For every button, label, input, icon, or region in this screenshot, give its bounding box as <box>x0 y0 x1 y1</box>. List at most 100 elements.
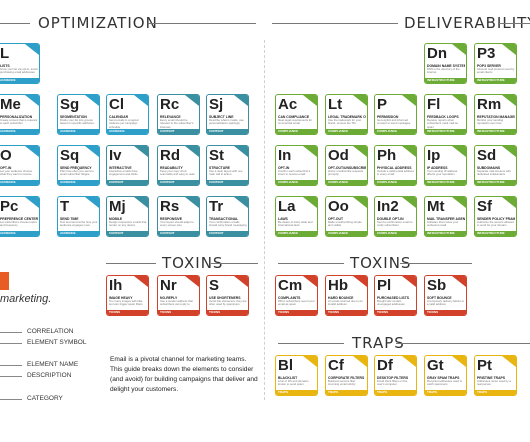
correlation-corner <box>452 276 466 287</box>
element-tile: Dn DOMAIN NAME SYSTEM DNS is the directory… <box>424 43 467 84</box>
element-symbol: Ih <box>109 277 123 294</box>
element-symbol: Mj <box>109 198 126 215</box>
element-tile: Od OPT-OUT/UNSUBSCRIBE Honor unsubscribe r… <box>325 145 368 186</box>
element-tile: Ac CAN COMPLIANCE Meet legal requirements … <box>275 94 318 135</box>
element-tile: Tr TRANSACTIONAL Your confirmation emails … <box>206 196 249 237</box>
element-category: TRAPS <box>326 390 367 395</box>
element-symbol: Ph <box>377 147 397 164</box>
correlation-corner <box>303 197 317 208</box>
toxins-left-rule-left <box>106 263 156 264</box>
element-description: Separate mail streams with dedicated sub… <box>477 170 511 177</box>
element-symbol: Dn <box>427 45 447 62</box>
element-name: IP ADDRESS <box>427 166 448 170</box>
element-symbol: Cl <box>109 96 124 113</box>
element-tile: Cf CORPORATE FILTERS Business servers filt… <box>325 355 368 396</box>
element-description: Every email should be relevant to the su… <box>160 119 194 129</box>
element-symbol: Gt <box>427 357 444 374</box>
element-symbol: T <box>60 198 70 215</box>
element-name: MAIL TRANSFER AGENT <box>427 217 465 221</box>
element-description: Your confirmation emails should carry br… <box>209 221 247 228</box>
element-category: COMPLIANCE <box>326 231 367 236</box>
element-symbol: Pt <box>477 357 492 374</box>
element-symbol: Hb <box>328 277 348 294</box>
element-category: INFRASTRUCTURE <box>475 129 516 134</box>
legend-line-category <box>0 399 22 400</box>
element-category: TOXINS <box>207 310 248 315</box>
element-symbol: Iv <box>109 147 122 164</box>
element-symbol: Sf <box>477 198 492 215</box>
correlation-corner <box>303 146 317 157</box>
element-name: MOBILE <box>109 217 123 221</box>
deliverability-rule-left <box>272 23 398 24</box>
element-description: Test and send at the time your audience … <box>60 221 98 228</box>
element-name: SOFT BOUNCE <box>427 296 452 300</box>
element-tile: Iv INTERACTIVE Interactive emails drive en… <box>106 145 149 186</box>
element-tile: Lt LEGAL TRADEMARK OWNERSHIPUse the trade… <box>325 94 368 135</box>
element-description: Email client filters on the user's compu… <box>377 380 408 387</box>
element-symbol: Me <box>0 96 21 113</box>
element-category: CONTENT <box>158 129 199 134</box>
element-tile: Nr NO-REPLY Use a sender address that subs… <box>157 275 200 316</box>
element-symbol: Rd <box>160 147 180 164</box>
element-name: OPT-IN <box>278 166 290 170</box>
element-symbol: Bl <box>278 357 293 374</box>
deliverability-heading: DELIVERABILITY <box>404 14 530 32</box>
element-description: Interactive emails drive engagement and … <box>109 170 138 177</box>
element-symbol: Sb <box>427 277 447 294</box>
correlation-corner <box>502 197 516 208</box>
element-name: OPT-IN <box>0 166 12 170</box>
element-tile: T SEND TIME Test and send at the time your… <box>57 196 100 237</box>
correlation-corner <box>234 95 248 106</box>
element-tile: La LAWS Be aware of local, state and inter… <box>275 196 318 237</box>
element-name: PHYSICAL ADDRESS <box>377 166 412 170</box>
element-description: Make unsubscribing simple and visible <box>328 221 362 228</box>
traps-rule-left <box>278 343 344 344</box>
element-category: CONTENT <box>207 180 248 185</box>
correlation-corner <box>502 356 516 367</box>
element-symbol: Nr <box>160 277 177 294</box>
element-category: TOXINS <box>107 310 148 315</box>
element-description: An email returned due to an invalid addr… <box>328 300 363 307</box>
element-category: CONTENT <box>107 180 148 185</box>
correlation-corner <box>185 276 199 287</box>
element-tile: In2 DOUBLE OPT-IN Send a confirmation emai… <box>374 196 417 237</box>
element-name: HARD BOUNCE <box>328 296 354 300</box>
toxins-right-rule-right <box>400 263 472 264</box>
element-description: Your layout should adapt to every screen… <box>160 221 194 228</box>
element-tile: Pc PREFERENCE CENTER Let subscribers choos… <box>0 196 40 237</box>
element-name: PRISTINE TRAPS <box>477 376 506 380</box>
element-category: AUDIENCE <box>58 129 99 134</box>
element-name: STRUCTURE <box>209 166 230 170</box>
element-description: When subscribers report your email as sp… <box>278 300 315 307</box>
element-category: TOXINS <box>158 310 199 315</box>
element-category: COMPLIANCE <box>326 180 367 185</box>
element-description: A temporary delivery failure to a valid … <box>427 300 464 307</box>
element-category: AUDIENCE <box>0 180 39 185</box>
element-category: CONTENT <box>158 180 199 185</box>
element-category: TOXINS <box>425 310 466 315</box>
element-symbol: Sg <box>60 96 80 113</box>
correlation-corner <box>85 95 99 106</box>
element-description: A list of IPs and domains known to send … <box>278 380 309 387</box>
element-tile: S USE SHORTENERS Avoid link shorteners; th… <box>206 275 249 316</box>
element-category: INFRASTRUCTURE <box>425 231 466 236</box>
legend-element-name: ELEMENT NAME <box>27 361 79 368</box>
correlation-corner <box>502 146 516 157</box>
element-symbol: P <box>377 96 388 113</box>
element-description: Meet legal requirements for commercial e… <box>278 119 313 126</box>
element-name: PREFERENCE CENTER <box>0 217 38 221</box>
element-name: OPT-OUT <box>328 217 344 221</box>
element-description: Avoid link shorteners; they are often us… <box>209 300 247 307</box>
element-category: CONTENT <box>207 129 248 134</box>
correlation-corner <box>134 146 148 157</box>
element-name: FEEDBACK LOOPS <box>427 115 459 119</box>
element-tile: Pt PRISTINE TRAPS Addresses never used by … <box>474 355 517 396</box>
element-symbol: Sj <box>209 96 224 113</box>
element-name: TRANSACTIONAL <box>209 217 239 221</box>
element-description: Be aware of local, state and internation… <box>278 221 313 228</box>
element-name: INTERACTIVE <box>109 166 132 170</box>
element-description: Addresses never used by a real person <box>477 380 511 387</box>
element-category: AUDIENCE <box>58 231 99 236</box>
element-tile: Ih IMAGE HEAVY Too many images with little… <box>106 275 149 316</box>
correlation-corner <box>185 197 199 208</box>
